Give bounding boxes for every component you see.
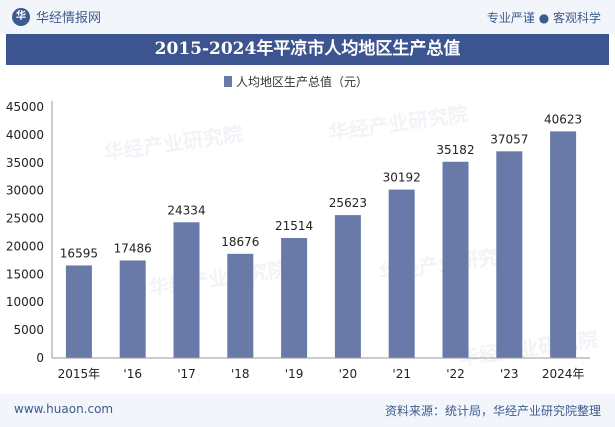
y-axis: 0 5000 10000 15000 20000 25000 30000 35000 40000…	[6, 100, 53, 365]
x-tick-label: 2015年	[58, 367, 101, 381]
title-bar: 2015-2024年平凉市人均地区生产总值	[6, 34, 609, 65]
data-label: 18676	[221, 235, 259, 249]
y-tick-label: 15000	[6, 267, 44, 281]
y-tick-label: 45000	[6, 100, 44, 114]
x-tick-label: '21	[392, 367, 411, 381]
watermark-text: 华经产业研究院	[147, 257, 289, 300]
bar	[227, 253, 254, 358]
chart-title: 2015-2024年平凉市人均地区生产总值	[154, 39, 461, 59]
x-tick-label: '22	[446, 367, 465, 381]
x-tick-label: '23	[500, 367, 519, 381]
source-note: 资料来源：统计局，华经产业研究院整理	[384, 404, 601, 418]
watermark-text: 华经产业研究院	[102, 122, 244, 165]
x-tick-label: 2024年	[542, 367, 585, 381]
x-axis: 2015年 '16 '17 '18 '19 '20 '21 '22 '23 2024年	[52, 357, 590, 381]
y-tick-label: 40000	[6, 128, 44, 142]
bar	[65, 265, 92, 358]
bar	[496, 151, 523, 358]
site-url: www.huaon.com	[14, 402, 114, 416]
bar	[173, 222, 200, 358]
y-tick-label: 25000	[6, 212, 44, 226]
legend-label: 人均地区生产总值（元）	[236, 74, 368, 89]
bar	[442, 161, 469, 358]
slogan: 专业严谨 ● 客观科学	[486, 11, 601, 25]
logo-icon: 华	[12, 7, 30, 26]
data-label: 37057	[490, 132, 528, 146]
watermark-text: 华经产业研究院	[457, 327, 599, 370]
bar	[281, 237, 308, 358]
x-tick-label: '20	[339, 367, 358, 381]
y-tick-label: 10000	[6, 295, 44, 309]
bar	[334, 215, 361, 358]
x-tick-label: '16	[123, 367, 142, 381]
x-tick-label: '17	[177, 367, 196, 381]
y-tick-label: 35000	[6, 156, 44, 170]
data-label: 25623	[329, 196, 367, 210]
legend-swatch	[224, 76, 232, 87]
data-label: 35182	[436, 143, 474, 157]
data-label: 21514	[275, 219, 313, 233]
y-tick-label: 0	[36, 351, 44, 365]
top-bar: 华 华经情报网 专业严谨 ● 客观科学	[0, 0, 615, 34]
legend: 人均地区生产总值（元）	[224, 74, 368, 89]
brand-name: 华经情报网	[36, 11, 102, 26]
brand: 华 华经情报网	[12, 7, 101, 26]
bar	[388, 189, 415, 358]
data-label: 17486	[114, 241, 152, 255]
watermark-text: 华经产业研究院	[327, 102, 469, 145]
x-tick-label: '18	[231, 367, 250, 381]
chart: 华经产业研究院华经产业研究院华经产业研究院华经产业研究院华经产业研究院 人均地区…	[6, 74, 600, 381]
data-label: 16595	[60, 246, 98, 260]
y-tick-label: 30000	[6, 184, 44, 198]
bar	[550, 131, 577, 358]
data-label: 40623	[544, 112, 582, 126]
x-tick-label: '19	[285, 367, 304, 381]
y-tick-label: 20000	[6, 239, 44, 253]
bar	[119, 260, 146, 358]
data-label: 24334	[167, 203, 205, 217]
bars: 16595 17486 24334 18676 21514 25623 30192 35182…	[60, 112, 582, 358]
footer: www.huaon.com 资料来源：统计局，华经产业研究院整理	[0, 394, 615, 427]
data-label: 30192	[383, 171, 421, 185]
y-tick-label: 5000	[13, 323, 44, 337]
